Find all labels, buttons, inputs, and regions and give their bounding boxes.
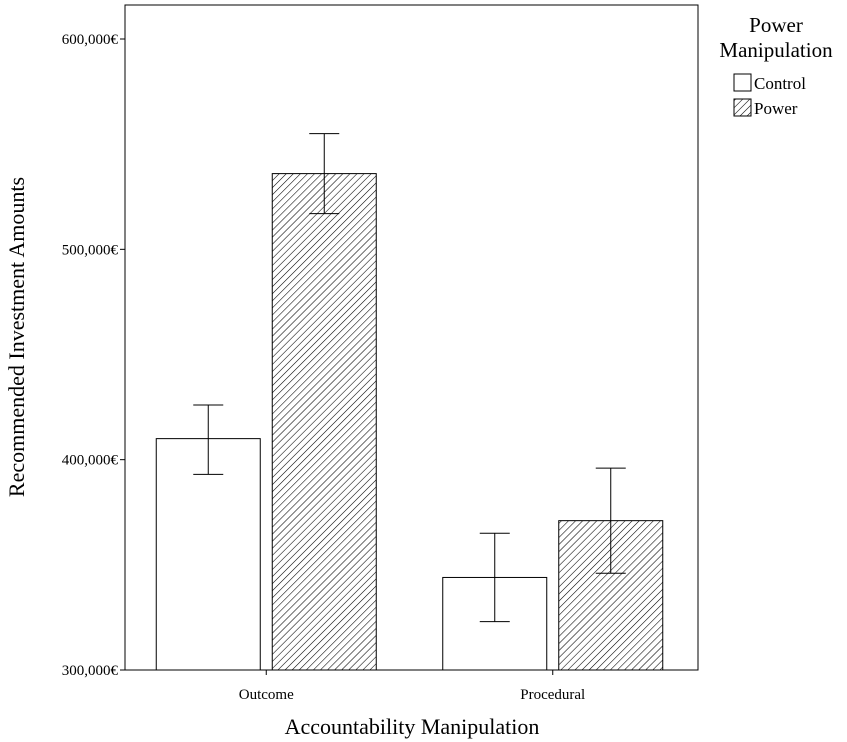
legend-swatch-power xyxy=(733,98,752,117)
x-axis-title: Accountability Manipulation xyxy=(285,714,540,739)
legend-swatch-control xyxy=(733,73,752,92)
y-tick-label: 300,000€ xyxy=(62,663,119,679)
y-tick-label: 400,000€ xyxy=(62,453,119,469)
plot-frame xyxy=(124,4,699,671)
legend-label-control: Control xyxy=(754,74,806,93)
x-axis: Outcome Procedural xyxy=(239,670,585,703)
bar-power-outcome xyxy=(271,173,377,671)
y-tick-label: 500,000€ xyxy=(62,242,119,258)
error-bars-group xyxy=(193,133,626,623)
bars-group xyxy=(155,173,664,671)
x-tick-label: Outcome xyxy=(239,687,294,703)
legend-label-power: Power xyxy=(754,99,798,118)
legend: Power Manipulation Control Power xyxy=(719,13,833,118)
legend-title-line-2: Manipulation xyxy=(719,38,833,62)
y-axis-title: Recommended Investment Amounts xyxy=(4,177,29,497)
y-tick-label: 600,000€ xyxy=(62,32,119,48)
legend-title-line-1: Power xyxy=(749,13,803,37)
y-axis: 300,000€ 400,000€ 500,000€ 600,000€ xyxy=(62,32,125,679)
x-tick-label: Procedural xyxy=(520,687,585,703)
